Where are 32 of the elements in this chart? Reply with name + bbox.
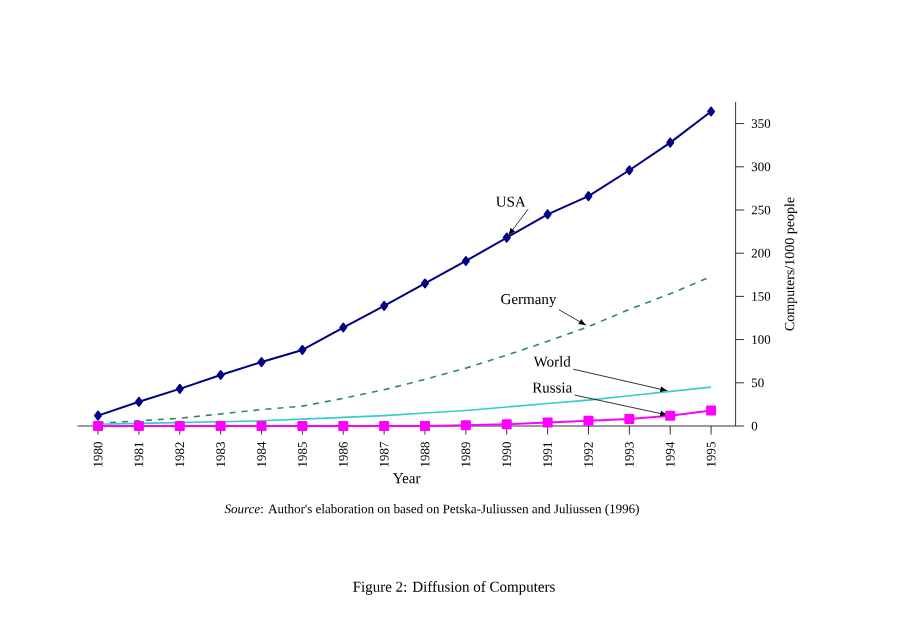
- point: [133, 421, 144, 431]
- point: [421, 278, 429, 289]
- point: [175, 383, 184, 394]
- point: [583, 415, 594, 426]
- point: [338, 421, 349, 431]
- point: [298, 344, 307, 355]
- point: [584, 191, 593, 202]
- point: [625, 165, 634, 176]
- point: [543, 209, 552, 220]
- point: [339, 322, 348, 333]
- point: [502, 232, 511, 243]
- point: [174, 421, 185, 431]
- point: [257, 357, 266, 368]
- point: [542, 417, 553, 428]
- point: [666, 137, 675, 148]
- point: [93, 421, 104, 431]
- point: [706, 405, 717, 416]
- point: [707, 106, 716, 117]
- point: [297, 421, 308, 431]
- point: [460, 420, 471, 431]
- point: [134, 396, 143, 407]
- point: [380, 300, 389, 311]
- point: [94, 410, 103, 421]
- point: [256, 421, 267, 431]
- point: [420, 421, 430, 431]
- point: [215, 421, 226, 431]
- point: [379, 421, 390, 431]
- point: [501, 419, 512, 430]
- point: [665, 410, 676, 421]
- point: [624, 414, 635, 425]
- point: [461, 255, 470, 266]
- point: [216, 370, 225, 381]
